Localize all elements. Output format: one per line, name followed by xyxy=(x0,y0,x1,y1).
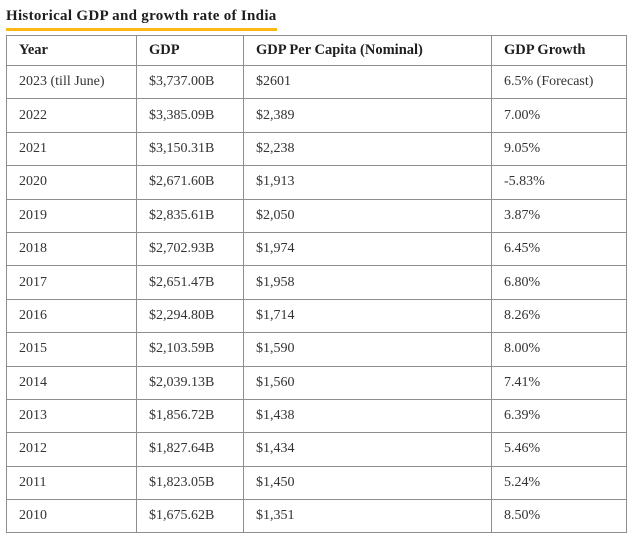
table-row: 2012 $1,827.64B $1,434 5.46% xyxy=(6,432,627,467)
table-row: 2019 $2,835.61B $2,050 3.87% xyxy=(6,198,627,233)
table-cell: $1,351 xyxy=(243,499,492,534)
table-cell: 2016 xyxy=(6,298,137,334)
column-header: GDP Growth xyxy=(491,35,627,66)
table-cell: 2017 xyxy=(6,265,137,300)
table-row: 2010 $1,675.62B $1,351 8.50% xyxy=(6,499,627,534)
table-cell: 9.05% xyxy=(491,131,627,167)
table-cell: $2,835.61B xyxy=(136,198,244,233)
page: Historical GDP and growth rate of India … xyxy=(6,7,627,534)
table-row: 2014 $2,039.13B $1,560 7.41% xyxy=(6,365,627,400)
table-row: 2015 $2,103.59B $1,590 8.00% xyxy=(6,332,627,367)
table-row: 2013 $1,856.72B $1,438 6.39% xyxy=(6,398,627,434)
table-cell: $2,050 xyxy=(243,198,492,233)
column-header: GDP Per Capita (Nominal) xyxy=(243,35,492,66)
table-cell: 2010 xyxy=(6,499,137,534)
table-cell: 2020 xyxy=(6,165,137,200)
table-cell: 2015 xyxy=(6,332,137,367)
table-cell: $1,434 xyxy=(243,432,492,467)
table-cell: 6.80% xyxy=(491,265,627,300)
table-cell: -5.83% xyxy=(491,165,627,200)
table-cell: 2021 xyxy=(6,131,137,167)
table-row: 2016 $2,294.80B $1,714 8.26% xyxy=(6,298,627,334)
table-row: 2017 $2,651.47B $1,958 6.80% xyxy=(6,265,627,300)
table-cell: $1,560 xyxy=(243,365,492,400)
table-cell: $2601 xyxy=(243,64,492,100)
gdp-table: Year GDP GDP Per Capita (Nominal) GDP Growt… xyxy=(6,35,627,534)
table-cell: $1,590 xyxy=(243,332,492,367)
table-cell: $3,737.00B xyxy=(136,64,244,100)
table-cell: $1,913 xyxy=(243,165,492,200)
table-cell: 2019 xyxy=(6,198,137,233)
table-cell: $2,039.13B xyxy=(136,365,244,400)
title-wrap: Historical GDP and growth rate of India xyxy=(6,7,626,31)
table-cell: 2014 xyxy=(6,365,137,400)
column-header: GDP xyxy=(136,35,244,66)
table-body: 2023 (till June) $3,737.00B $2601 6.5% (For… xyxy=(6,64,627,534)
column-header: Year xyxy=(6,35,137,66)
table-row: 2011 $1,823.05B $1,450 5.24% xyxy=(6,465,627,501)
table-row: 2023 (till June) $3,737.00B $2601 6.5% (For… xyxy=(6,64,627,100)
table-cell: 6.45% xyxy=(491,231,627,267)
table-cell: $2,294.80B xyxy=(136,298,244,334)
table-cell: 8.50% xyxy=(491,499,627,534)
table-cell: $2,671.60B xyxy=(136,165,244,200)
table-cell: $2,238 xyxy=(243,131,492,167)
table-cell: 5.46% xyxy=(491,432,627,467)
table-row: 2022 $3,385.09B $2,389 7.00% xyxy=(6,98,627,133)
table-head: Year GDP GDP Per Capita (Nominal) GDP Growt… xyxy=(6,35,627,66)
table-cell: 3.87% xyxy=(491,198,627,233)
table-header-row: Year GDP GDP Per Capita (Nominal) GDP Growt… xyxy=(6,35,627,66)
table-cell: $1,958 xyxy=(243,265,492,300)
table-cell: $2,651.47B xyxy=(136,265,244,300)
table-cell: $2,702.93B xyxy=(136,231,244,267)
table-cell: 6.39% xyxy=(491,398,627,434)
table-row: 2021 $3,150.31B $2,238 9.05% xyxy=(6,131,627,167)
table-cell: $1,974 xyxy=(243,231,492,267)
table-cell: 8.00% xyxy=(491,332,627,367)
table-cell: 2012 xyxy=(6,432,137,467)
table-cell: 2013 xyxy=(6,398,137,434)
table-cell: $3,385.09B xyxy=(136,98,244,133)
table-cell: 7.00% xyxy=(491,98,627,133)
table-cell: 2022 xyxy=(6,98,137,133)
table-cell: 6.5% (Forecast) xyxy=(491,64,627,100)
table-cell: $1,827.64B xyxy=(136,432,244,467)
table-cell: 2023 (till June) xyxy=(6,64,137,100)
page-title: Historical GDP and growth rate of India xyxy=(6,8,277,31)
table-cell: 8.26% xyxy=(491,298,627,334)
table-cell: 2011 xyxy=(6,465,137,501)
table-cell: $1,856.72B xyxy=(136,398,244,434)
table-cell: 2018 xyxy=(6,231,137,267)
table-cell: $1,823.05B xyxy=(136,465,244,501)
table-cell: 5.24% xyxy=(491,465,627,501)
table-cell: $1,675.62B xyxy=(136,499,244,534)
table-cell: 7.41% xyxy=(491,365,627,400)
table-cell: $1,714 xyxy=(243,298,492,334)
table-cell: $1,450 xyxy=(243,465,492,501)
table-row: 2020 $2,671.60B $1,913 -5.83% xyxy=(6,165,627,200)
table-cell: $2,389 xyxy=(243,98,492,133)
table-cell: $2,103.59B xyxy=(136,332,244,367)
table-cell: $1,438 xyxy=(243,398,492,434)
table-row: 2018 $2,702.93B $1,974 6.45% xyxy=(6,231,627,267)
table-cell: $3,150.31B xyxy=(136,131,244,167)
